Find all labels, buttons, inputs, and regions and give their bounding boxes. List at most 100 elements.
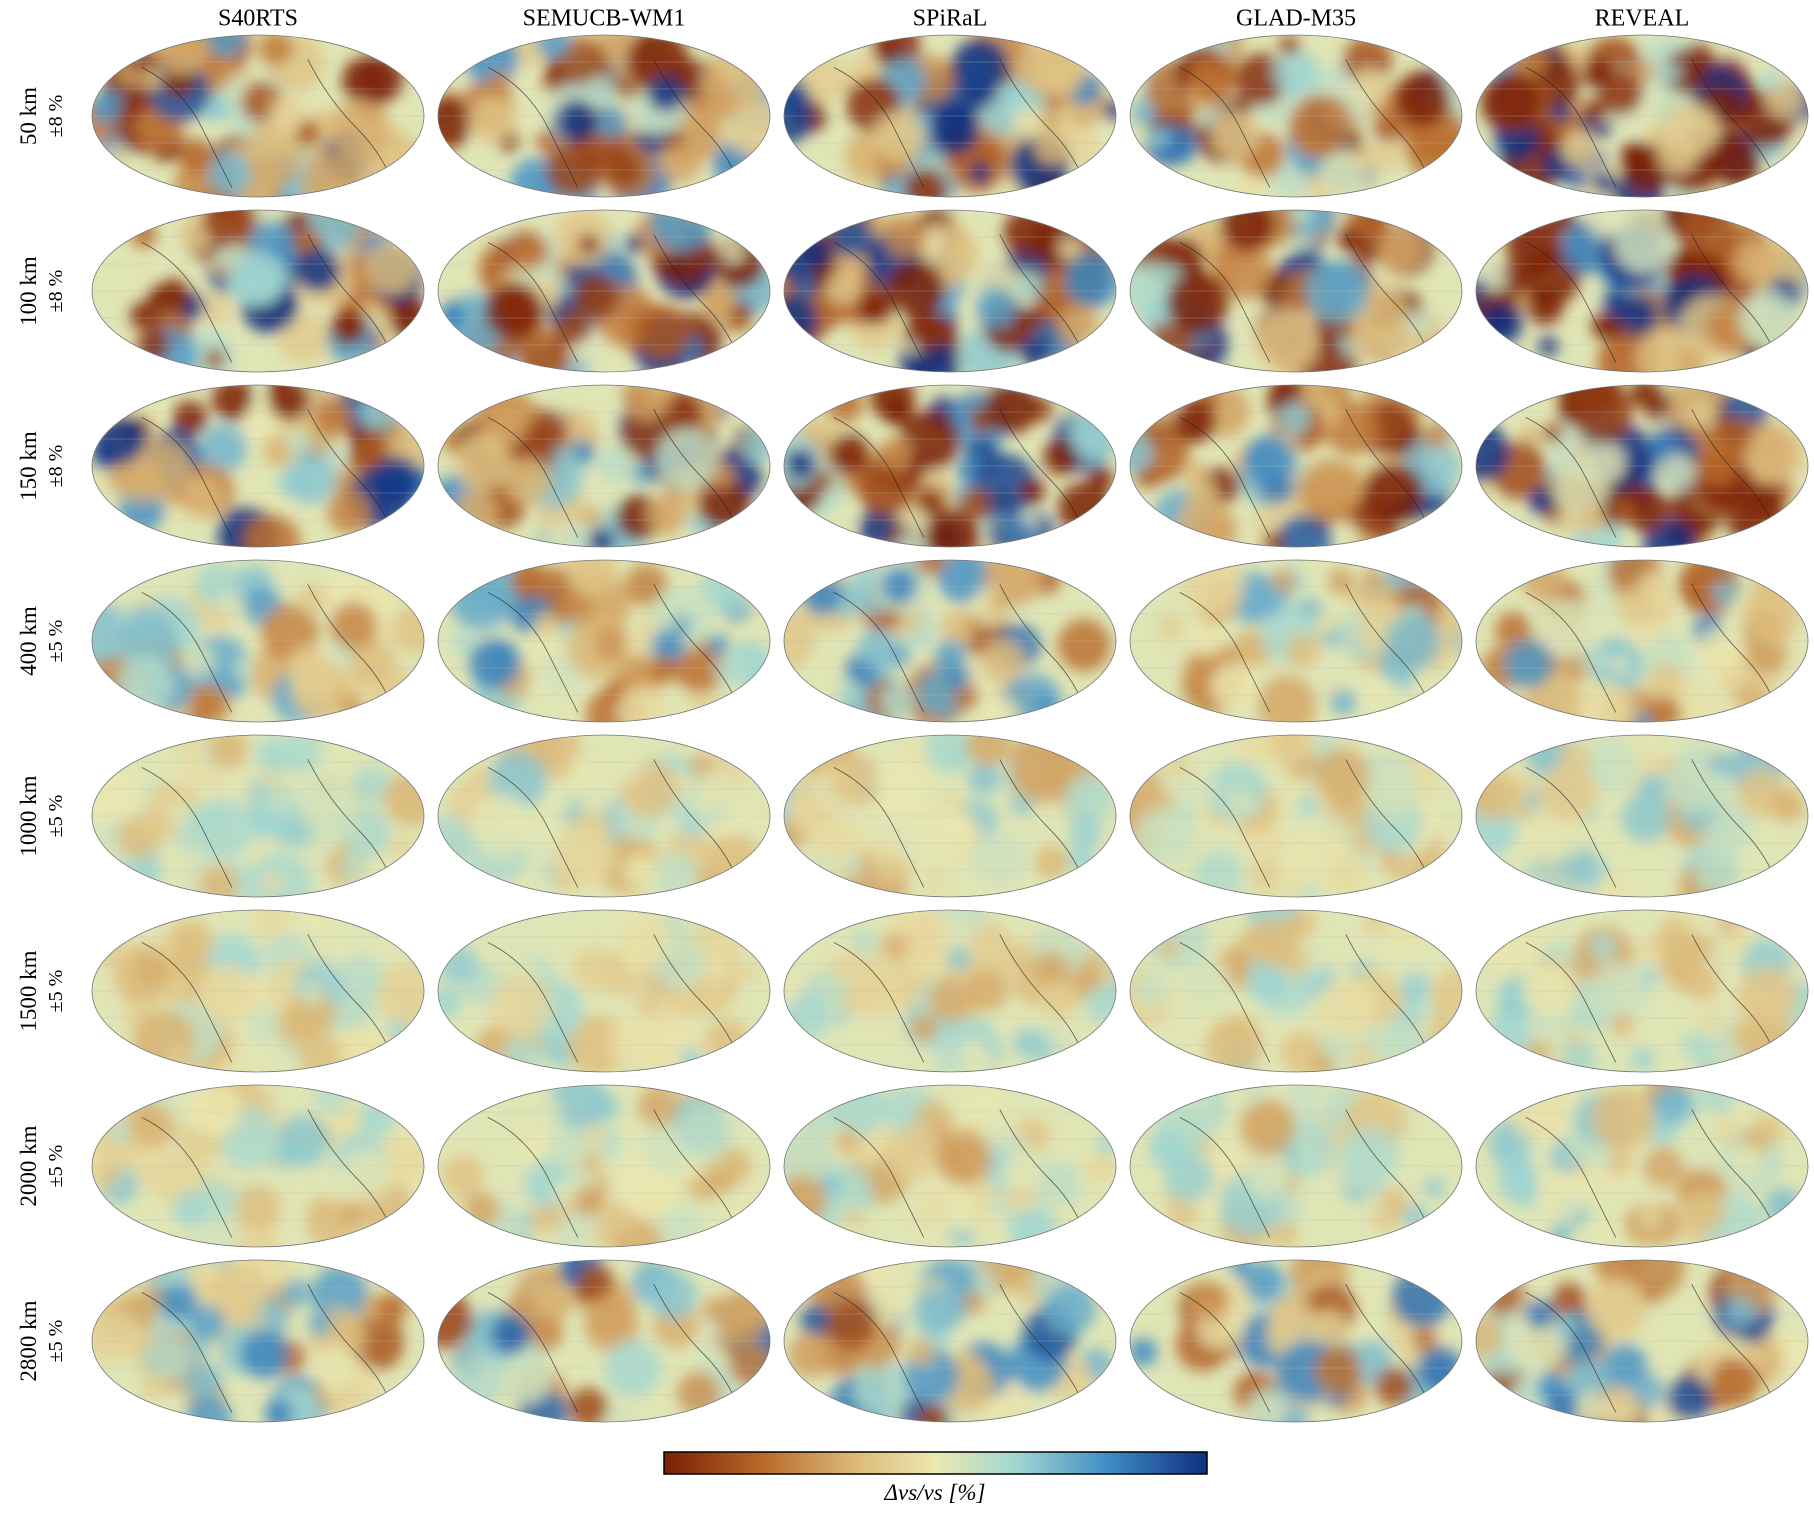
map-panel: [92, 35, 424, 197]
anomaly-blob: [827, 1085, 888, 1137]
anomaly-blob: [887, 260, 946, 319]
anomaly-blob: [1597, 69, 1643, 115]
anomaly-blob: [964, 1178, 995, 1210]
anomaly-blob: [1312, 659, 1347, 694]
anomaly-blob: [339, 1149, 392, 1202]
anomaly-blob: [567, 1387, 609, 1422]
anomaly-blob: [1019, 478, 1046, 505]
anomaly-blob: [584, 1297, 639, 1353]
anomaly-blob: [191, 684, 231, 722]
anomaly-blob: [311, 1265, 369, 1324]
anomaly-blob: [1057, 304, 1100, 347]
anomaly-blob: [702, 980, 726, 1005]
map-texture: [1130, 35, 1462, 197]
anomaly-blob: [967, 761, 1001, 795]
anomaly-blob: [579, 234, 600, 255]
anomaly-blob: [1318, 150, 1369, 197]
anomaly-blob: [1034, 951, 1069, 985]
anomaly-blob: [438, 98, 472, 150]
anomaly-blob: [909, 1013, 939, 1042]
anomaly-blob: [438, 815, 475, 866]
anomaly-blob: [1657, 918, 1694, 954]
anomaly-blob: [1587, 961, 1650, 1023]
anomaly-blob: [278, 312, 330, 365]
anomaly-blob: [1188, 1280, 1229, 1322]
anomaly-blob: [166, 975, 189, 998]
anomaly-blob: [563, 560, 618, 597]
anomaly-blob: [1733, 241, 1778, 285]
anomaly-blob: [391, 604, 424, 655]
anomaly-blob: [1211, 110, 1260, 159]
anomaly-blob: [988, 591, 1011, 614]
anomaly-blob: [1477, 916, 1541, 979]
map-texture: [784, 210, 1116, 372]
map-texture: [1146, 560, 1462, 722]
anomaly-blob: [1662, 50, 1706, 94]
anomaly-blob: [502, 1036, 540, 1072]
anomaly-blob: [1616, 587, 1654, 625]
map-texture: [784, 385, 1116, 547]
anomaly-blob: [904, 911, 954, 960]
anomaly-blob: [169, 920, 214, 965]
anomaly-blob: [1585, 1278, 1647, 1340]
anomaly-blob: [883, 1126, 940, 1183]
anomaly-blob: [243, 512, 301, 547]
anomaly-blob: [1257, 675, 1317, 722]
anomaly-blob: [650, 210, 713, 252]
anomaly-blob: [1275, 514, 1332, 547]
row-depth: 1000 km: [16, 775, 41, 856]
map-outline: [91, 734, 425, 898]
map-texture: [438, 210, 770, 372]
anomaly-blob: [1002, 1151, 1042, 1190]
anomaly-blob: [533, 612, 560, 639]
map-outline: [437, 909, 771, 1073]
map-texture: [438, 35, 770, 197]
anomaly-blob: [307, 1310, 333, 1336]
anomaly-blob: [188, 1085, 242, 1137]
anomaly-blob: [647, 75, 684, 112]
anomaly-blob: [352, 765, 392, 805]
map-texture: [1130, 735, 1443, 897]
map-texture: [438, 910, 766, 1072]
anomaly-blob: [235, 1184, 282, 1231]
anomaly-blob: [1272, 569, 1296, 594]
row-depth: 100 km: [16, 256, 41, 326]
anomaly-blob: [973, 1270, 996, 1294]
anomaly-blob: [92, 1307, 141, 1363]
anomaly-blob: [534, 1097, 563, 1126]
anomaly-blob: [1247, 1160, 1287, 1200]
anomaly-blob: [133, 953, 167, 987]
map-panel: [438, 1260, 770, 1422]
anomaly-blob: [1742, 587, 1801, 646]
anomaly-blob: [285, 430, 311, 455]
anomaly-blob: [583, 735, 646, 789]
anomaly-blob: [184, 1362, 223, 1401]
anomaly-blob: [371, 455, 420, 505]
map-outline: [437, 209, 771, 373]
anomaly-blob: [469, 793, 531, 855]
anomaly-blob: [1392, 1267, 1452, 1328]
anomaly-blob: [1419, 1015, 1440, 1037]
anomaly-blob: [1243, 1261, 1285, 1303]
map-texture: [1488, 1085, 1801, 1247]
anomaly-blob: [799, 1304, 832, 1337]
anomaly-blob: [1058, 237, 1084, 262]
map-outline: [1475, 384, 1809, 548]
anomaly-blob: [1736, 965, 1799, 1028]
anomaly-blob: [233, 659, 254, 680]
anomaly-blob: [1686, 1191, 1726, 1231]
anomaly-blob: [1593, 1260, 1644, 1288]
map-texture: [1476, 210, 1808, 372]
anomaly-blob: [1365, 685, 1389, 709]
map-texture: [787, 1260, 1113, 1422]
anomaly-blob: [1638, 1207, 1662, 1231]
anomaly-blob: [116, 654, 174, 712]
anomaly-blob: [360, 394, 398, 432]
anomaly-blob: [1374, 223, 1425, 274]
anomaly-blob: [257, 35, 294, 67]
anomaly-blob: [1412, 1327, 1437, 1353]
anomaly-blob: [1285, 632, 1321, 668]
anomaly-blob: [723, 242, 744, 263]
map-texture: [438, 735, 770, 897]
map-texture: [1130, 1260, 1462, 1422]
